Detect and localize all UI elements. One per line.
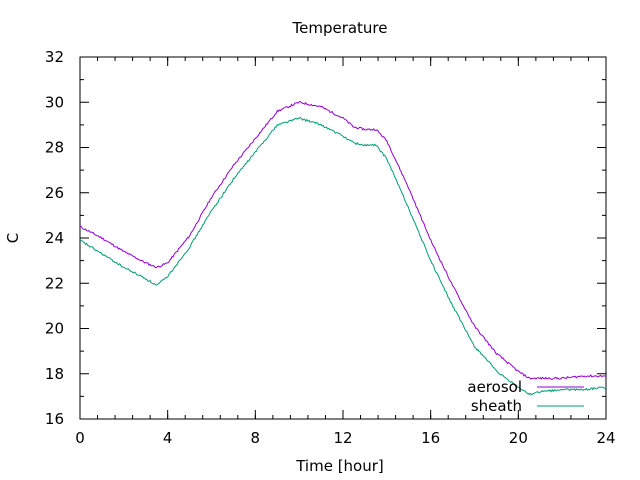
y-axis-label: C: [4, 233, 22, 243]
legend-label-sheath: sheath: [471, 397, 522, 415]
y-tick-label: 24: [45, 229, 64, 247]
plot-frame: [79, 56, 607, 420]
x-tick-label: 20: [509, 429, 528, 447]
x-tick-label: 12: [333, 429, 352, 447]
series-line-aerosol: [80, 100, 606, 380]
y-tick-label: 22: [45, 274, 64, 292]
x-tick-label: 4: [163, 429, 173, 447]
y-tick-label: 28: [45, 139, 64, 157]
x-axis-ticks: 0 4 8 12 16 20 24: [75, 57, 616, 447]
y-tick-label: 26: [45, 184, 64, 202]
series-lines: [79, 100, 607, 396]
x-tick-label: 16: [421, 429, 440, 447]
x-tick-label: 24: [596, 429, 615, 447]
y-tick-label: 20: [45, 320, 64, 338]
x-tick-label: 0: [75, 429, 85, 447]
y-tick-label: 18: [45, 365, 64, 383]
x-tick-label: 8: [251, 429, 261, 447]
series-line-sheath: [79, 116, 607, 396]
y-tick-label: 16: [45, 410, 64, 428]
plot-area: [79, 56, 607, 420]
y-tick-label: 32: [45, 48, 64, 66]
minor-ticks: [79, 57, 607, 419]
x-axis-label: Time [hour]: [295, 457, 384, 475]
legend-label-aerosol: aerosol: [467, 378, 522, 396]
y-axis-ticks: 16 18 20 22 24 26 28 30 32: [45, 48, 606, 428]
chart-title: Temperature: [291, 19, 387, 37]
y-tick-label: 30: [45, 93, 64, 111]
